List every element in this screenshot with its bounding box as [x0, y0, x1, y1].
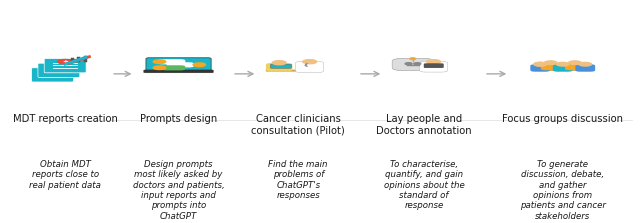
Circle shape: [193, 63, 205, 66]
Text: +: +: [62, 59, 68, 65]
FancyBboxPatch shape: [533, 68, 593, 71]
Circle shape: [414, 63, 420, 65]
Circle shape: [410, 58, 415, 60]
FancyBboxPatch shape: [270, 64, 291, 68]
Text: Design prompts
most likely asked by
doctors and patients,
input reports and
prom: Design prompts most likely asked by doct…: [132, 160, 225, 221]
Circle shape: [153, 66, 166, 70]
Text: Find the main
problems of
ChatGPT's
responses: Find the main problems of ChatGPT's resp…: [268, 160, 328, 200]
FancyBboxPatch shape: [424, 64, 444, 68]
Circle shape: [405, 63, 412, 65]
Circle shape: [568, 61, 581, 64]
Text: To characterise,
quantify, and gain
opinions about the
standard of
response: To characterise, quantify, and gain opin…: [384, 160, 465, 211]
Circle shape: [303, 60, 317, 64]
Circle shape: [534, 62, 547, 66]
FancyBboxPatch shape: [31, 68, 74, 82]
Text: Focus groups discussion: Focus groups discussion: [502, 114, 623, 124]
Text: MDT reports creation: MDT reports creation: [13, 114, 118, 124]
Text: Prompts design: Prompts design: [140, 114, 217, 124]
Circle shape: [427, 60, 440, 64]
FancyBboxPatch shape: [531, 64, 550, 72]
Circle shape: [153, 60, 166, 64]
FancyBboxPatch shape: [553, 64, 573, 72]
FancyBboxPatch shape: [38, 63, 80, 77]
Circle shape: [579, 62, 591, 66]
FancyBboxPatch shape: [158, 59, 186, 64]
Circle shape: [272, 61, 286, 65]
Text: To generate
discussion, debate,
and gather
opinions from
patients and cancer
sta: To generate discussion, debate, and gath…: [520, 160, 605, 221]
FancyBboxPatch shape: [144, 70, 213, 73]
Text: Lay people and
Doctors annotation: Lay people and Doctors annotation: [376, 114, 472, 136]
Circle shape: [557, 62, 569, 66]
Circle shape: [534, 62, 547, 66]
FancyBboxPatch shape: [166, 62, 194, 67]
FancyBboxPatch shape: [266, 70, 296, 72]
FancyBboxPatch shape: [565, 63, 585, 70]
FancyBboxPatch shape: [161, 65, 186, 70]
FancyBboxPatch shape: [44, 59, 86, 73]
Text: Obtain MDT
reports close to
real patient data: Obtain MDT reports close to real patient…: [29, 160, 101, 190]
Circle shape: [545, 61, 557, 64]
FancyBboxPatch shape: [296, 61, 324, 73]
FancyBboxPatch shape: [575, 64, 595, 72]
Text: Cancer clinicians
consultation (Pilot): Cancer clinicians consultation (Pilot): [252, 114, 345, 136]
FancyBboxPatch shape: [392, 58, 434, 70]
FancyBboxPatch shape: [541, 63, 561, 70]
FancyBboxPatch shape: [266, 63, 292, 72]
FancyBboxPatch shape: [420, 61, 448, 72]
FancyBboxPatch shape: [146, 58, 211, 72]
Circle shape: [58, 60, 73, 64]
